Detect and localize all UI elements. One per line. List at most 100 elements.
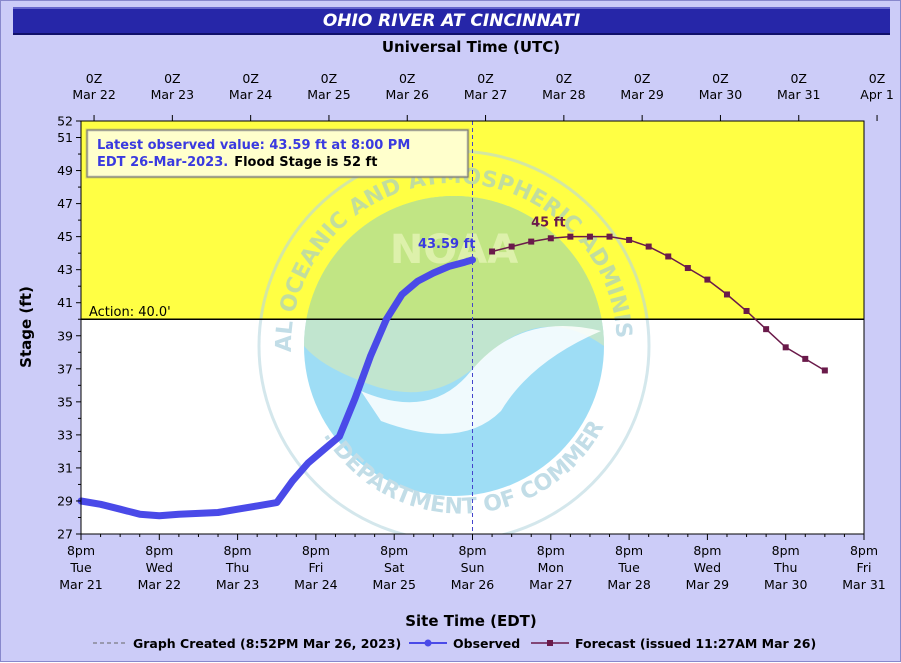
- y-tick-label: 33: [57, 427, 73, 442]
- y-tick-label: 35: [57, 394, 73, 409]
- forecast-point: [567, 233, 574, 240]
- y-tick-label: 39: [57, 328, 73, 343]
- forecast-point: [684, 265, 691, 272]
- forecast-point: [743, 307, 750, 314]
- forecast-point: [528, 238, 535, 245]
- bottom-tick-label: 8pm: [615, 543, 643, 558]
- observed-point: [195, 510, 202, 517]
- bottom-tick-label: 8pm: [537, 543, 565, 558]
- bottom-axis: 8pm Tue Mar 21 8pm Wed Mar 22 8pm Thu Mar 23 8pm F…: [59, 534, 886, 592]
- top-tick-label: 0Z: [869, 71, 886, 86]
- y-tick-label: 27: [57, 527, 73, 542]
- bottom-tick-label: Mar 24: [294, 577, 338, 592]
- forecast-point: [821, 367, 828, 374]
- bottom-tick-label: Sat: [384, 560, 405, 575]
- y-tick-label: 37: [57, 361, 73, 376]
- bottom-tick-label: Thu: [225, 560, 249, 575]
- observed-point: [320, 446, 327, 453]
- bottom-tick-label: Tue: [69, 560, 92, 575]
- bottom-tick-label: Mar 26: [451, 577, 495, 592]
- top-tick-label: 0Z: [634, 71, 651, 86]
- y-tick-label: 49: [57, 163, 73, 178]
- top-tick-label: Apr 1: [860, 87, 894, 102]
- observed-point: [305, 459, 312, 466]
- y-tick-label: 47: [57, 196, 73, 211]
- top-tick-label: 0Z: [86, 71, 103, 86]
- legend-observed-marker: [424, 639, 432, 647]
- y-axis-title: Stage (ft): [17, 286, 35, 368]
- top-tick-label: Mar 28: [542, 87, 586, 102]
- y-tick-label: 43: [57, 262, 73, 277]
- forecast-point: [489, 248, 496, 255]
- action-stage-label: Action: 40.0': [89, 305, 171, 320]
- bottom-tick-label: 8pm: [693, 543, 721, 558]
- bottom-tick-label: 8pm: [458, 543, 486, 558]
- latest-observed-date: EDT 26-Mar-2023.: [97, 155, 228, 170]
- forecast-peak-label: 45 ft: [531, 216, 566, 231]
- latest-observed-box: Latest observed value: 43.59 ft at 8:00 …: [85, 128, 470, 179]
- top-tick-label: Mar 26: [386, 87, 430, 102]
- observed-point: [273, 499, 280, 506]
- top-tick-label: 0Z: [556, 71, 573, 86]
- forecast-point: [704, 276, 711, 283]
- observed-point: [254, 502, 261, 509]
- bottom-tick-label: Mar 30: [764, 577, 808, 592]
- top-tick-label: Mar 29: [620, 87, 664, 102]
- forecast-point: [782, 344, 789, 351]
- top-tick-label: 0Z: [321, 71, 338, 86]
- legend-observed-label: Observed: [453, 636, 520, 651]
- title-bar: OHIO RIVER AT CINCINNATI: [13, 7, 890, 35]
- bottom-tick-label: Mar 21: [59, 577, 102, 592]
- legend-created-label: Graph Created (8:52PM Mar 26, 2023): [133, 636, 401, 651]
- observed-point: [97, 501, 104, 508]
- top-tick-label: 0Z: [164, 71, 181, 86]
- bottom-tick-label: 8pm: [302, 543, 330, 558]
- bottom-tick-label: Thu: [773, 560, 797, 575]
- bottom-tick-label: 8pm: [850, 543, 878, 558]
- bottom-tick-label: Wed: [694, 560, 721, 575]
- forecast-point: [723, 291, 730, 298]
- observed-point: [461, 259, 468, 266]
- forecast-point: [665, 253, 672, 260]
- observed-point: [175, 511, 182, 518]
- observed-point: [414, 278, 421, 285]
- observed-point: [136, 511, 143, 518]
- observed-point: [469, 256, 476, 263]
- bottom-tick-label: Mar 29: [686, 577, 730, 592]
- forecast-point: [547, 235, 554, 242]
- bottom-tick-label: 8pm: [772, 543, 800, 558]
- bottom-tick-label: Mar 25: [372, 577, 415, 592]
- bottom-tick-label: Fri: [857, 560, 872, 575]
- top-tick-label: Mar 27: [464, 87, 507, 102]
- observed-point: [367, 352, 374, 359]
- forecast-point: [802, 355, 809, 362]
- bottom-tick-label: Wed: [146, 560, 173, 575]
- top-tick-label: 0Z: [477, 71, 494, 86]
- bottom-tick-label: 8pm: [67, 543, 95, 558]
- latest-observed-line1: Latest observed value: 43.59 ft at 8:00 …: [97, 138, 410, 153]
- observed-point: [352, 395, 359, 402]
- top-tick-label: 0Z: [242, 71, 259, 86]
- forecast-point: [508, 243, 515, 250]
- forecast-point: [626, 236, 633, 243]
- observed-last-label: 43.59 ft: [418, 237, 476, 252]
- bottom-tick-label: Mar 23: [216, 577, 259, 592]
- top-tick-label: Mar 31: [777, 87, 820, 102]
- top-tick-label: 0Z: [790, 71, 807, 86]
- observed-point: [215, 509, 222, 516]
- forecast-point: [586, 233, 593, 240]
- top-tick-label: Mar 25: [307, 87, 350, 102]
- bottom-tick-label: 8pm: [224, 543, 252, 558]
- bottom-tick-label: Mar 22: [138, 577, 181, 592]
- legend-forecast-label: Forecast (issued 11:27AM Mar 26): [575, 636, 816, 651]
- forecast-point: [606, 233, 613, 240]
- forecast-series: 45 ft: [489, 216, 828, 374]
- bottom-tick-label: 8pm: [145, 543, 173, 558]
- bottom-tick-label: Mon: [538, 560, 564, 575]
- observed-point: [430, 269, 437, 276]
- bottom-tick-label: Tue: [617, 560, 640, 575]
- top-tick-label: Mar 22: [72, 87, 115, 102]
